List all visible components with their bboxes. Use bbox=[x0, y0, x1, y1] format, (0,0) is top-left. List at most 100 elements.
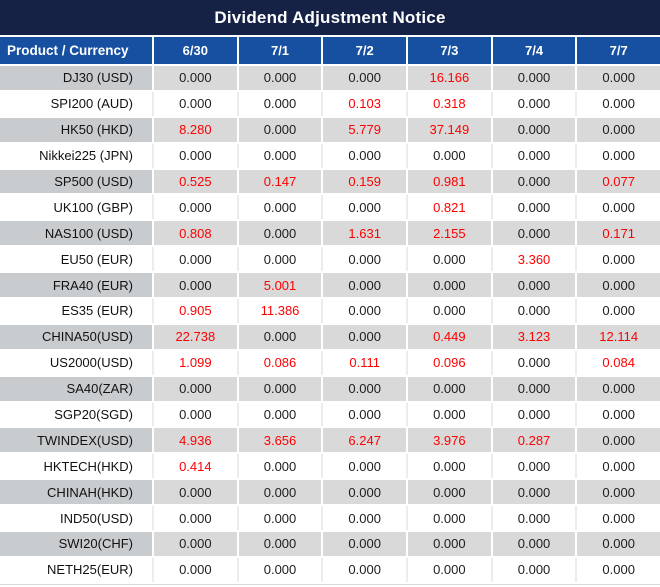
value-cell: 0.000 bbox=[490, 376, 576, 401]
value-cell: 0.000 bbox=[321, 506, 407, 531]
page-title: Dividend Adjustment Notice bbox=[214, 7, 446, 27]
product-cell: DJ30 (USD) bbox=[0, 66, 152, 90]
bottom-row-sliver bbox=[0, 581, 660, 585]
value-cell: 0.000 bbox=[490, 66, 576, 90]
column-header-product: Product / Currency bbox=[7, 43, 129, 58]
value-cell: 0.000 bbox=[575, 117, 660, 142]
column-header-date: 7/7 bbox=[575, 37, 660, 64]
table-row: SWI20(CHF) 0.000 0.000 0.000 0.000 0.000 0.000 bbox=[0, 530, 660, 556]
table-row: HKTECH(HKD) 0.414 0.000 0.000 0.000 0.000 0.00… bbox=[0, 452, 660, 479]
value-cell: 0.000 bbox=[236, 480, 322, 505]
value-cell: 0.103 bbox=[321, 91, 407, 116]
value-cell: 0.000 bbox=[152, 91, 237, 116]
value-cell: 0.808 bbox=[152, 221, 237, 246]
value-cell: 0.147 bbox=[236, 169, 322, 194]
title-bar: Dividend Adjustment Notice bbox=[0, 0, 660, 37]
value-cell: 0.000 bbox=[321, 324, 407, 349]
value-cell: 0.000 bbox=[236, 247, 322, 272]
value-cell: 0.086 bbox=[236, 350, 322, 375]
product-cell: IND50(USD) bbox=[0, 506, 152, 531]
value-cell: 0.000 bbox=[236, 324, 322, 349]
value-cell: 0.000 bbox=[406, 299, 491, 323]
value-cell: 3.123 bbox=[490, 324, 576, 349]
product-cell: Nikkei225 (JPN) bbox=[0, 143, 152, 168]
value-cell: 0.000 bbox=[406, 402, 491, 427]
value-cell: 0.000 bbox=[575, 91, 660, 116]
table-row: SA40(ZAR) 0.000 0.000 0.000 0.000 0.000 0.000 bbox=[0, 374, 660, 401]
value-cell: 0.000 bbox=[321, 195, 407, 220]
value-cell: 0.287 bbox=[490, 428, 576, 453]
product-cell: UK100 (GBP) bbox=[0, 195, 152, 220]
value-cell: 0.000 bbox=[490, 195, 576, 220]
value-cell: 0.000 bbox=[321, 480, 407, 505]
value-cell: 0.000 bbox=[236, 557, 322, 582]
value-cell: 0.000 bbox=[152, 402, 237, 427]
product-cell: CHINAH(HKD) bbox=[0, 480, 152, 505]
value-cell: 0.000 bbox=[236, 402, 322, 427]
value-cell: 0.414 bbox=[152, 454, 237, 479]
value-cell: 0.000 bbox=[490, 299, 576, 323]
value-cell: 6.247 bbox=[321, 428, 407, 453]
value-cell: 0.077 bbox=[575, 169, 660, 194]
value-cell: 0.000 bbox=[490, 350, 576, 375]
value-cell: 1.631 bbox=[321, 221, 407, 246]
value-cell: 0.000 bbox=[236, 376, 322, 401]
value-cell: 8.280 bbox=[152, 117, 237, 142]
table-row: US2000(USD) 1.099 0.086 0.111 0.096 0.000 0.08… bbox=[0, 348, 660, 375]
value-cell: 0.000 bbox=[406, 143, 491, 168]
value-cell: 0.318 bbox=[406, 91, 491, 116]
value-cell: 0.821 bbox=[406, 195, 491, 220]
value-cell: 0.000 bbox=[575, 402, 660, 427]
value-cell: 0.000 bbox=[406, 480, 491, 505]
product-cell: CHINA50(USD) bbox=[0, 324, 152, 349]
product-cell: TWINDEX(USD) bbox=[0, 428, 152, 453]
column-header-date: 7/4 bbox=[490, 37, 576, 64]
value-cell: 0.000 bbox=[575, 247, 660, 272]
value-cell: 0.000 bbox=[236, 117, 322, 142]
product-cell: NETH25(EUR) bbox=[0, 557, 152, 582]
value-cell: 0.000 bbox=[321, 376, 407, 401]
column-header-date: 7/3 bbox=[406, 37, 491, 64]
value-cell: 22.738 bbox=[152, 324, 237, 349]
value-cell: 0.000 bbox=[152, 273, 237, 298]
value-cell: 3.360 bbox=[490, 247, 576, 272]
value-cell: 0.000 bbox=[152, 506, 237, 531]
value-cell: 0.000 bbox=[490, 273, 576, 298]
value-cell: 0.525 bbox=[152, 169, 237, 194]
value-cell: 0.000 bbox=[575, 428, 660, 453]
value-cell: 0.000 bbox=[321, 273, 407, 298]
value-cell: 0.000 bbox=[490, 402, 576, 427]
table-row: HK50 (HKD) 8.280 0.000 5.779 37.149 0.000 0.00… bbox=[0, 115, 660, 142]
value-cell: 0.000 bbox=[575, 532, 660, 556]
product-cell: SPI200 (AUD) bbox=[0, 91, 152, 116]
value-cell: 0.000 bbox=[236, 91, 322, 116]
table-row: DJ30 (USD) 0.000 0.000 0.000 16.166 0.000 0.00… bbox=[0, 64, 660, 90]
value-cell: 0.000 bbox=[575, 557, 660, 582]
column-header-date: 7/2 bbox=[321, 37, 406, 64]
header-row: Product / Currency 6/30 7/1 7/2 7/3 7/4 7/7 bbox=[0, 37, 660, 64]
table-row: NETH25(EUR) 0.000 0.000 0.000 0.000 0.000 0.00… bbox=[0, 555, 660, 582]
value-cell: 0.000 bbox=[406, 376, 491, 401]
table-row: SPI200 (AUD) 0.000 0.000 0.103 0.318 0.000 0.0… bbox=[0, 89, 660, 116]
value-cell: 0.000 bbox=[321, 66, 407, 90]
value-cell: 0.000 bbox=[406, 506, 491, 531]
value-cell: 0.000 bbox=[321, 402, 407, 427]
value-cell: 0.449 bbox=[406, 324, 491, 349]
value-cell: 0.000 bbox=[490, 454, 576, 479]
product-cell: HK50 (HKD) bbox=[0, 117, 152, 142]
value-cell: 0.000 bbox=[321, 247, 407, 272]
value-cell: 0.000 bbox=[321, 557, 407, 582]
table-row: IND50(USD) 0.000 0.000 0.000 0.000 0.000 0.000 bbox=[0, 504, 660, 531]
value-cell: 0.000 bbox=[152, 532, 237, 556]
value-cell: 12.114 bbox=[575, 324, 660, 349]
table-row: TWINDEX(USD) 4.936 3.656 6.247 3.976 0.287 0.0… bbox=[0, 426, 660, 453]
product-cell: EU50 (EUR) bbox=[0, 247, 152, 272]
table-row: Nikkei225 (JPN) 0.000 0.000 0.000 0.000 0.000… bbox=[0, 141, 660, 168]
value-cell: 0.000 bbox=[490, 506, 576, 531]
value-cell: 0.000 bbox=[575, 506, 660, 531]
value-cell: 0.000 bbox=[406, 557, 491, 582]
value-cell: 3.976 bbox=[406, 428, 491, 453]
product-cell: US2000(USD) bbox=[0, 350, 152, 375]
value-cell: 0.000 bbox=[152, 557, 237, 582]
value-cell: 0.171 bbox=[575, 221, 660, 246]
